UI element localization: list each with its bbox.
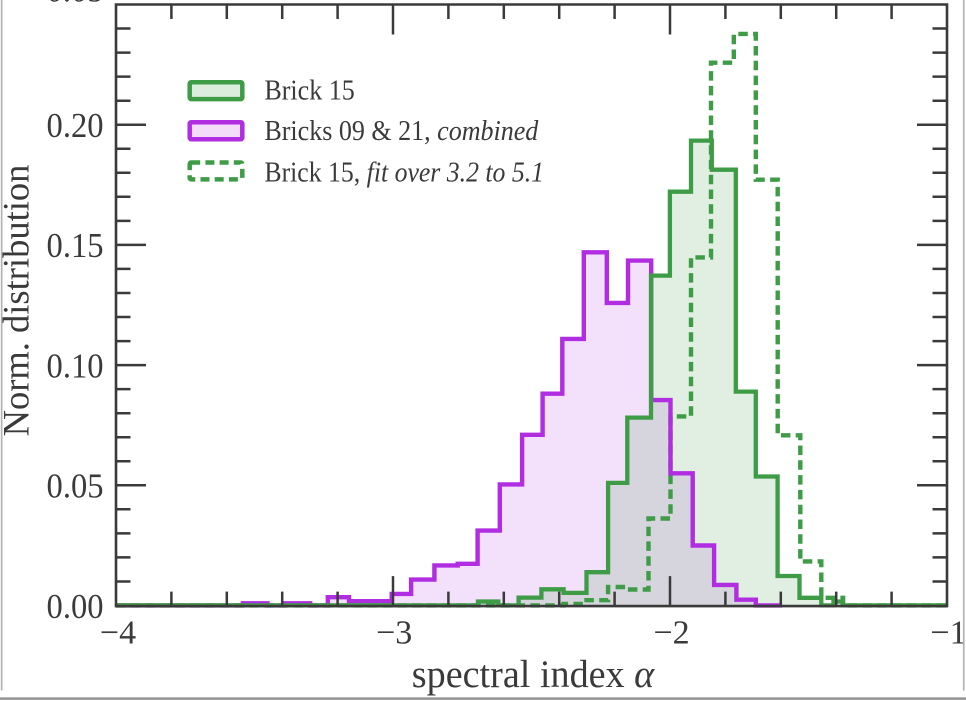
- svg-text:0.20: 0.20: [47, 107, 104, 145]
- svg-text:0.05: 0.05: [47, 468, 104, 506]
- svg-text:−3: −3: [376, 615, 412, 652]
- svg-text:Brick 15: Brick 15: [264, 74, 354, 105]
- svg-text:−2: −2: [654, 615, 690, 652]
- svg-text:spectral index α: spectral index α: [412, 654, 655, 696]
- svg-text:0.05: 0.05: [47, 0, 104, 10]
- svg-text:−4: −4: [100, 615, 136, 652]
- svg-text:0.15: 0.15: [47, 227, 104, 265]
- svg-text:0.00: 0.00: [47, 588, 104, 626]
- svg-text:−1: −1: [930, 615, 966, 652]
- svg-text:0.10: 0.10: [47, 347, 104, 385]
- svg-text:Brick 15, fit over 3.2 to 5.1: Brick 15, fit over 3.2 to 5.1: [264, 157, 544, 188]
- svg-text:Bricks 09 & 21, combined: Bricks 09 & 21, combined: [264, 115, 538, 146]
- svg-text:Norm. distribution: Norm. distribution: [0, 165, 37, 437]
